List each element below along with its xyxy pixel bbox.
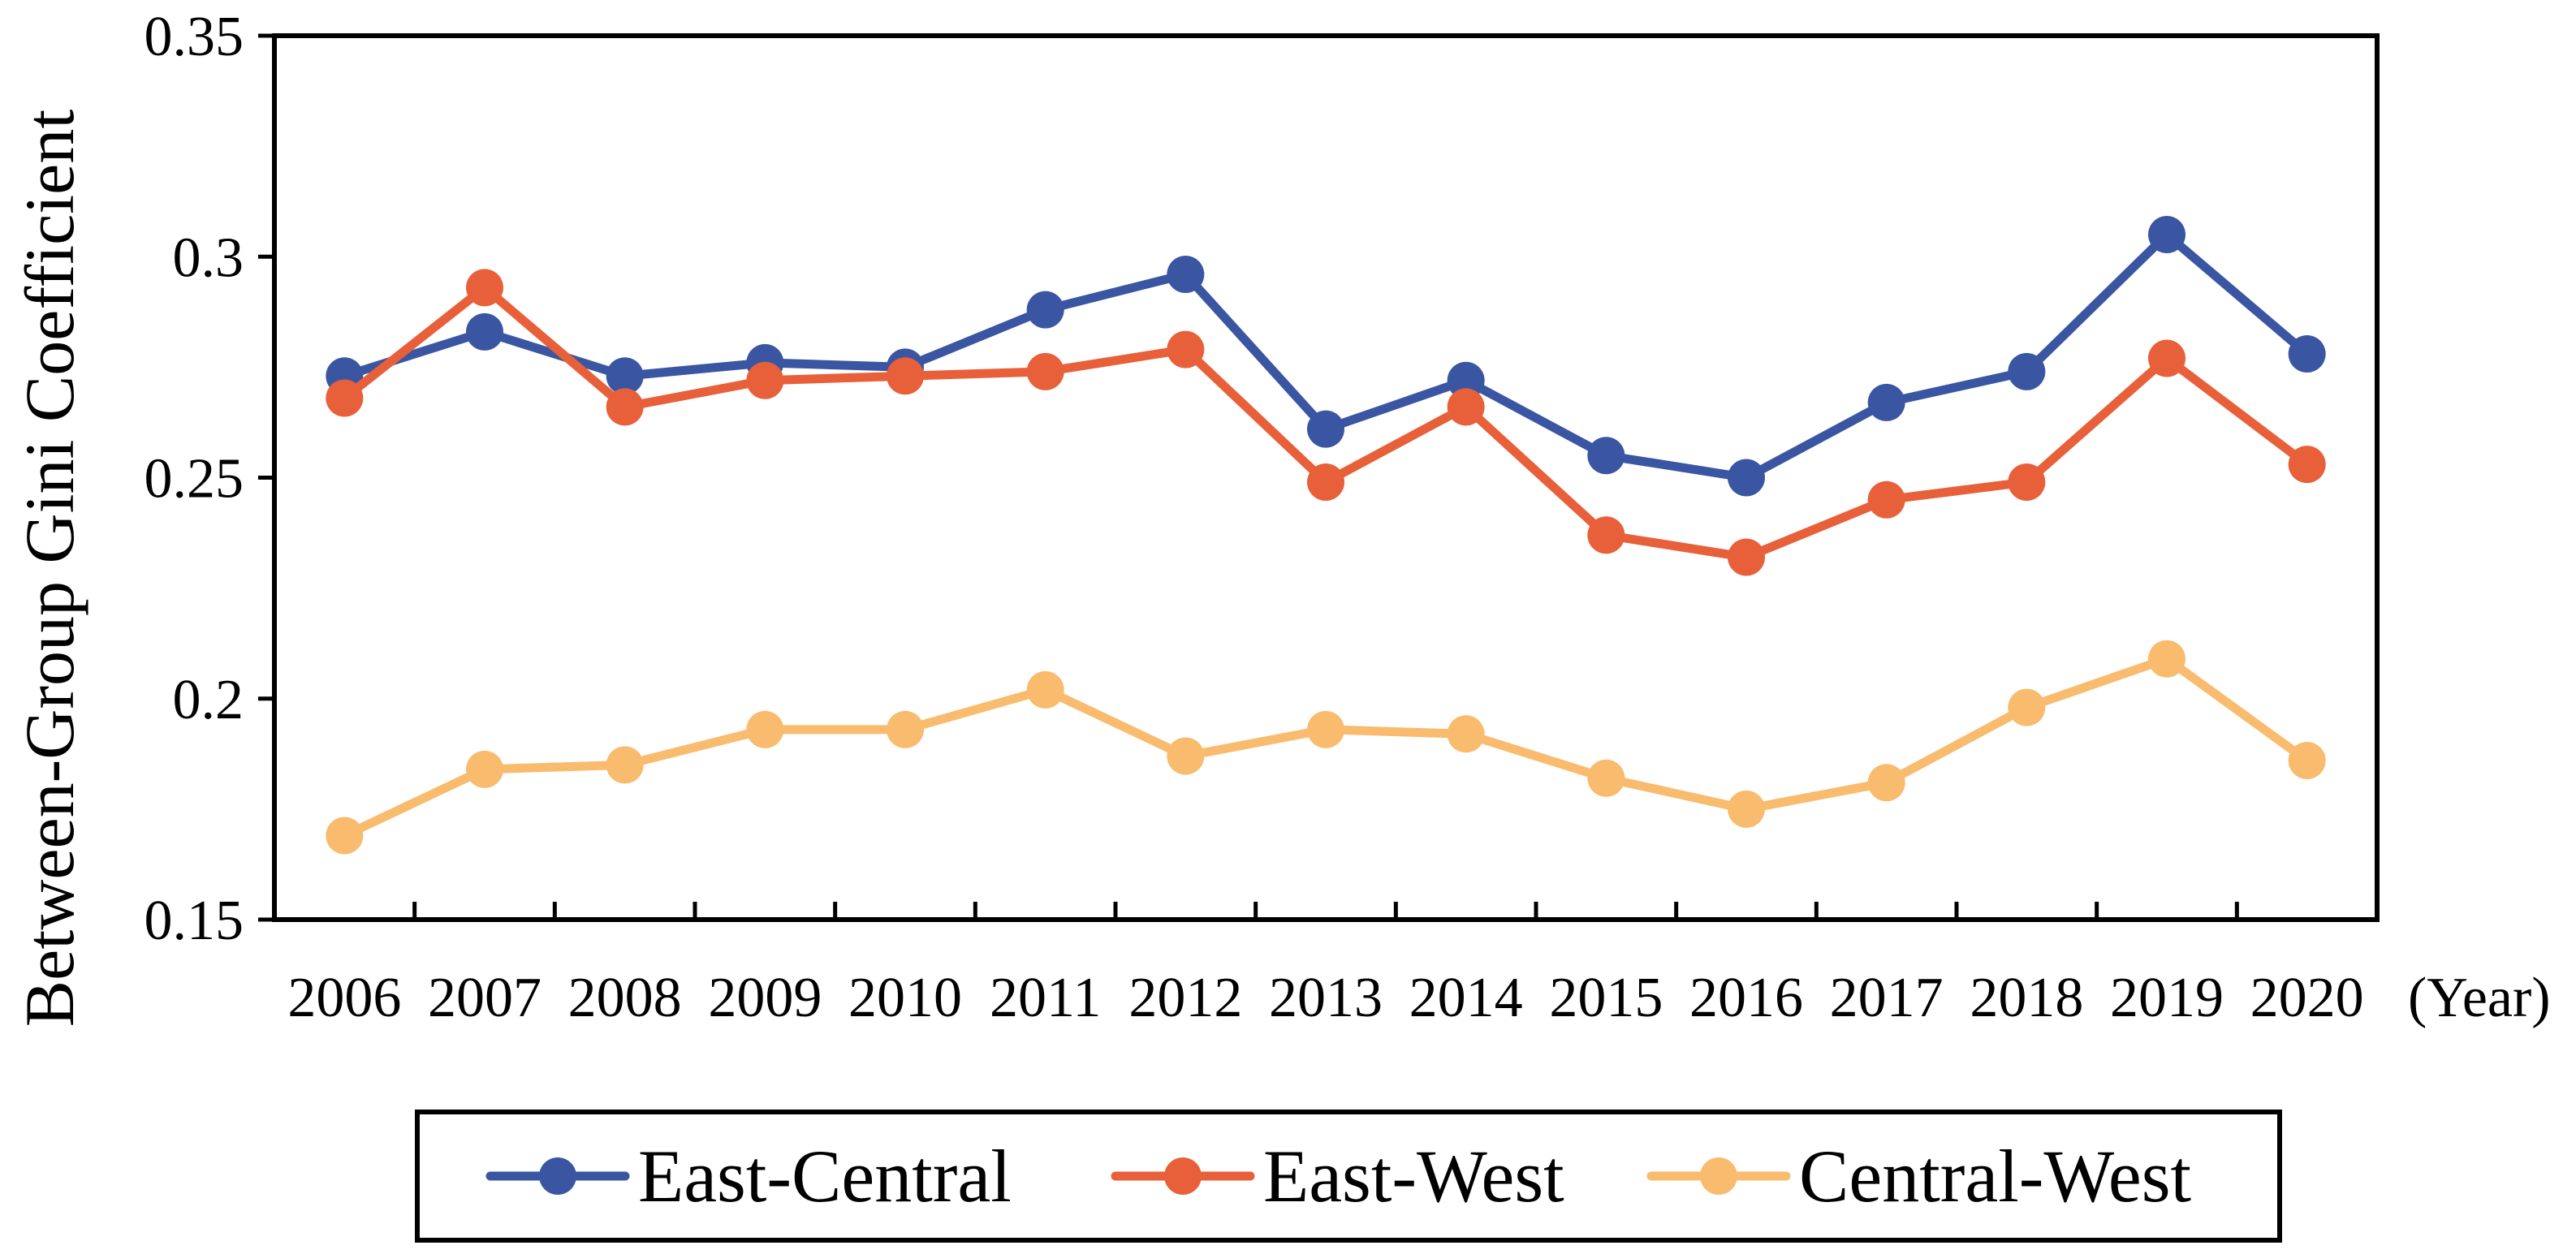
x-tick-label-2006: 2006: [287, 967, 401, 1029]
legend-box: [415, 1110, 2282, 1243]
point-central-west-2008: [606, 746, 644, 784]
y-ticks: [258, 33, 274, 922]
legend-items: East-Central East-West Central-West: [485, 1135, 2192, 1217]
point-east-central-2007: [466, 312, 503, 351]
point-east-west-2015: [1587, 516, 1625, 554]
series-central-west: [326, 640, 2326, 855]
point-east-west-2018: [2008, 463, 2046, 501]
point-central-west-2017: [1867, 764, 1905, 802]
point-east-central-2016: [1728, 459, 1765, 497]
legend-item-central-west: Central-West: [1646, 1135, 2192, 1217]
legend-label-east-central: East-Central: [638, 1135, 1012, 1217]
y-tick-label: 0.25: [145, 448, 244, 511]
x-tick-label-2018: 2018: [1970, 967, 2083, 1029]
point-east-west-2019: [2148, 339, 2186, 377]
point-central-west-2006: [326, 817, 364, 855]
point-central-west-2016: [1728, 790, 1765, 828]
x-tick-label-2014: 2014: [1409, 967, 1523, 1029]
x-unit-label: (Year): [2408, 967, 2551, 1029]
legend: East-Central East-West Central-West: [415, 1110, 2282, 1243]
legend-item-east-west: East-West: [1111, 1135, 1564, 1217]
y-tick-label: 0.2: [173, 669, 244, 731]
point-central-west-2011: [1026, 670, 1064, 709]
legend-marker-central-west: [1700, 1157, 1737, 1195]
point-central-west-2012: [1167, 737, 1205, 775]
x-tick-label-2013: 2013: [1269, 967, 1383, 1029]
legend-marker-east-central: [539, 1157, 576, 1195]
point-east-west-2009: [746, 361, 784, 399]
x-ticks: [412, 902, 2239, 920]
point-central-west-2013: [1307, 710, 1344, 748]
point-east-west-2008: [606, 388, 644, 426]
y-tick-label: 0.35: [145, 6, 244, 68]
series-east-west: [326, 269, 2326, 576]
point-central-west-2018: [2008, 688, 2046, 726]
x-tick-label-2015: 2015: [1549, 967, 1663, 1029]
legend-label-east-west: East-West: [1263, 1135, 1564, 1217]
point-central-west-2015: [1587, 759, 1625, 797]
point-east-central-2014: [1447, 361, 1485, 399]
x-tick-label-2020: 2020: [2250, 967, 2364, 1029]
x-tick-label-2008: 2008: [568, 967, 682, 1029]
x-tick-label-2011: 2011: [990, 967, 1101, 1029]
x-tick-label-2019: 2019: [2110, 967, 2224, 1029]
y-tick-label: 0.15: [145, 890, 244, 952]
point-east-west-2007: [466, 269, 503, 307]
point-central-west-2010: [887, 710, 924, 748]
point-east-west-2010: [887, 357, 924, 395]
point-central-west-2020: [2288, 741, 2326, 779]
point-east-central-2013: [1307, 410, 1344, 448]
point-east-west-2011: [1026, 352, 1064, 390]
plot-area: [258, 33, 2380, 922]
x-tick-label-2012: 2012: [1128, 967, 1242, 1029]
y-axis-title: Between-Group Gini Coefficient: [11, 110, 88, 1028]
point-central-west-2007: [466, 750, 503, 788]
series-east-central: [326, 216, 2326, 497]
point-east-central-2012: [1167, 256, 1205, 294]
point-central-west-2014: [1447, 715, 1485, 753]
point-east-west-2016: [1728, 538, 1765, 576]
point-east-central-2008: [606, 357, 644, 395]
x-tick-label-2007: 2007: [428, 967, 542, 1029]
point-east-central-2015: [1587, 437, 1625, 475]
point-east-central-2018: [2008, 352, 2046, 390]
legend-marker-east-west: [1164, 1157, 1202, 1195]
x-tick-label-2009: 2009: [708, 967, 822, 1029]
y-tick-labels: 0.15 0.2 0.25 0.3 0.35: [145, 6, 244, 952]
y-tick-label: 0.3: [173, 226, 244, 289]
point-east-central-2017: [1867, 383, 1905, 421]
legend-label-central-west: Central-West: [1799, 1135, 2192, 1217]
point-central-west-2009: [746, 710, 784, 748]
point-east-central-2011: [1026, 291, 1064, 329]
x-tick-label-2016: 2016: [1689, 967, 1803, 1029]
point-east-central-2019: [2148, 216, 2186, 254]
x-tick-labels: 2006 2007 2008 2009 2010 2011 2012 2013 2014 2015…: [287, 967, 2363, 1029]
point-east-west-2017: [1867, 480, 1905, 519]
x-tick-label-2017: 2017: [1830, 967, 1944, 1029]
legend-item-east-central: East-Central: [485, 1135, 1012, 1217]
point-east-west-2014: [1447, 388, 1485, 426]
point-east-west-2006: [326, 379, 364, 417]
point-east-central-2020: [2288, 335, 2326, 373]
point-central-west-2019: [2148, 640, 2186, 678]
point-east-west-2013: [1307, 463, 1344, 501]
series-layer: [326, 216, 2326, 855]
point-east-west-2020: [2288, 446, 2326, 484]
x-tick-label-2010: 2010: [848, 967, 962, 1029]
point-east-west-2012: [1167, 330, 1205, 368]
